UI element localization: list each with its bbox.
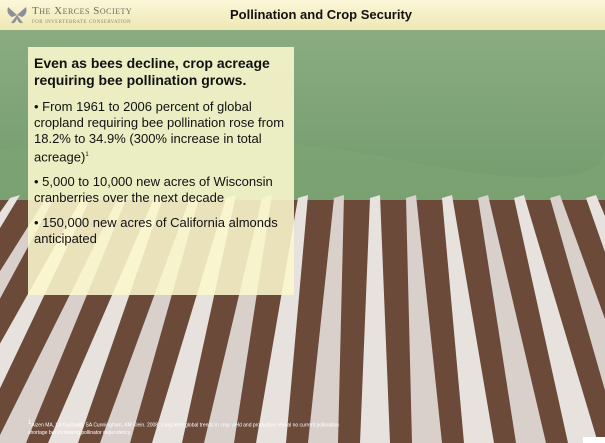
tree-row	[360, 195, 390, 443]
text-box: Even as bees decline, crop acreage requi…	[28, 47, 294, 295]
tree-row	[406, 195, 442, 443]
header-bar: The Xerces Society for invertebrate cons…	[0, 0, 605, 30]
tree-row	[550, 195, 605, 391]
tree-row	[256, 195, 308, 443]
tree-row	[0, 195, 20, 229]
logo-name: The Xerces Society	[32, 5, 133, 17]
tree-row	[514, 195, 598, 443]
heading: Even as bees decline, crop acreage requi…	[34, 55, 270, 88]
bullet-text: • From 1961 to 2006 percent of global cr…	[34, 99, 285, 165]
footnote: 1Aizen MA, LA Garibaldi, SA Cunningham, …	[28, 420, 358, 437]
tree-row	[586, 195, 605, 253]
footnote-marker: 1	[28, 420, 32, 426]
footnote-text: Aizen MA, LA Garibaldi, SA Cunningham, A…	[28, 422, 340, 436]
logo-icon	[7, 7, 27, 24]
footnote-ref: 1	[85, 152, 89, 158]
tree-row	[478, 195, 546, 443]
bullet: • 150,000 new acres of California almond…	[34, 215, 278, 247]
tree-row	[308, 195, 344, 443]
bullet: • From 1961 to 2006 percent of global cr…	[34, 99, 290, 165]
bullet: • 5,000 to 10,000 new acres of Wisconsin…	[34, 174, 273, 206]
slide-title: Pollination and Crop Security	[230, 7, 413, 22]
corner-box	[583, 437, 605, 443]
logo-tagline: for invertebrate conservation	[32, 17, 132, 25]
tree-row	[442, 195, 494, 443]
